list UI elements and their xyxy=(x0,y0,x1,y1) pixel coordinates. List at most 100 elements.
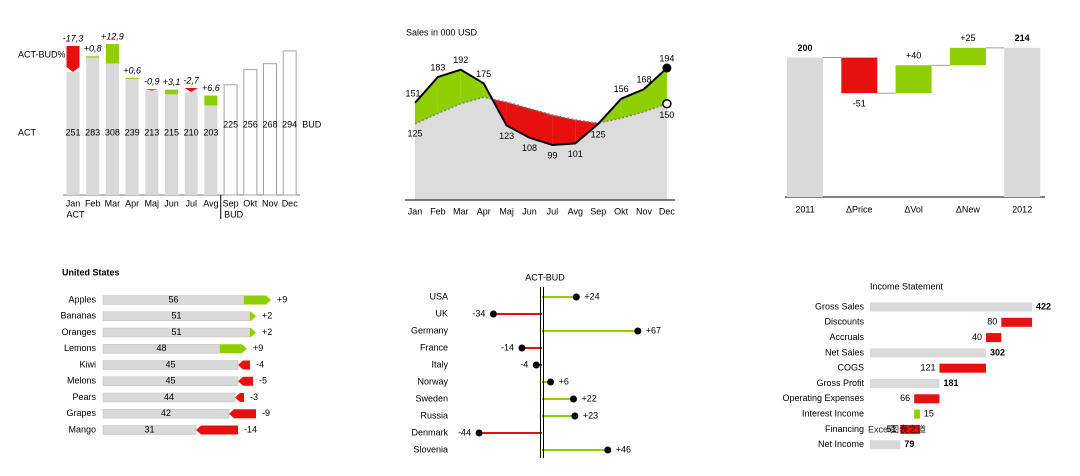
x-tick-label: Jun xyxy=(522,206,537,216)
x-tick-label: Feb xyxy=(430,206,446,216)
x-tick-label: Jul xyxy=(185,198,197,208)
actual-marker xyxy=(662,63,672,73)
variance-label: -2,7 xyxy=(183,75,200,85)
value-label: 45 xyxy=(165,359,175,369)
value-label: 308 xyxy=(105,127,120,137)
value-label: 40 xyxy=(972,332,982,342)
x-tick-label: Dec xyxy=(659,206,676,216)
variance-label: -4 xyxy=(256,359,264,369)
x-tick-label: Jan xyxy=(408,206,423,216)
y-tick-label: Financing xyxy=(825,424,864,434)
value-label: -14 xyxy=(501,342,514,352)
column xyxy=(184,92,198,195)
variance-pin xyxy=(86,56,100,58)
variance-label: +2 xyxy=(262,327,272,337)
value-label: 125 xyxy=(591,129,606,139)
dot xyxy=(532,361,540,369)
value-label: 56 xyxy=(168,294,178,304)
y-tick-label: Sweden xyxy=(415,393,448,403)
variance-label: -3 xyxy=(250,392,258,402)
y-tick-label: Gross Sales xyxy=(815,301,865,311)
value-label: 256 xyxy=(243,119,258,129)
y-tick-label: Interest Income xyxy=(802,408,864,418)
value-label: -4 xyxy=(520,359,528,369)
value-label: 203 xyxy=(203,127,218,137)
variance-pin xyxy=(66,46,80,73)
variance-area xyxy=(506,102,530,138)
dot xyxy=(571,412,579,420)
value-label: 101 xyxy=(568,149,583,159)
x-tick-label: Jul xyxy=(547,206,559,216)
chart-title: Sales in 000 USD xyxy=(406,27,478,37)
column xyxy=(243,69,258,196)
value-label: 15 xyxy=(924,408,934,418)
plan-label: 125 xyxy=(407,128,422,138)
y-tick-label: France xyxy=(420,342,448,352)
value-label: 51 xyxy=(171,311,181,321)
bar xyxy=(870,379,940,388)
bar xyxy=(1004,47,1041,198)
value-label: 51 xyxy=(171,327,181,337)
value-label: 183 xyxy=(430,62,445,72)
y-tick-label: Germany xyxy=(411,325,449,335)
chart-title: United States xyxy=(62,267,120,277)
dot xyxy=(569,395,577,403)
dot xyxy=(475,429,483,437)
value-label: -51 xyxy=(853,99,866,109)
value-label: 225 xyxy=(223,119,238,129)
variance-label: +9 xyxy=(277,294,287,304)
value-label: 239 xyxy=(125,127,140,137)
value-label: 121 xyxy=(920,363,935,373)
value-label: 45 xyxy=(165,376,175,386)
value-label: 48 xyxy=(156,343,166,353)
value-label: -44 xyxy=(458,427,471,437)
y-tick-label: USA xyxy=(429,291,448,301)
value-label: 192 xyxy=(453,55,468,65)
x-tick-label: Jan xyxy=(66,198,81,208)
variance-label: -5 xyxy=(259,376,267,386)
value-label: 151 xyxy=(405,88,420,98)
value-label: 210 xyxy=(184,127,199,137)
variance-label: -14 xyxy=(244,424,257,434)
series-label: BUD xyxy=(302,119,322,129)
column xyxy=(66,72,80,195)
variance-label: -9 xyxy=(262,408,270,418)
x-tick-label: Nov xyxy=(262,198,279,208)
variance-area xyxy=(460,69,484,104)
variance-area xyxy=(621,89,644,119)
value-label: 80 xyxy=(987,317,997,327)
value-label: 51 xyxy=(886,424,896,434)
value-label: 108 xyxy=(522,143,537,153)
bar xyxy=(895,65,932,94)
y-tick-label: Net Income xyxy=(818,439,864,449)
value-label: 42 xyxy=(161,408,171,418)
variance-label: +6,6 xyxy=(202,83,220,93)
variance-name: ACT-BUD% xyxy=(18,49,66,59)
y-tick-label: Bananas xyxy=(60,311,96,321)
value-label: +67 xyxy=(646,325,661,335)
column xyxy=(282,50,297,196)
variance-arrow xyxy=(235,393,244,402)
variance-pin xyxy=(184,88,198,93)
y-tick-label: Operating Expenses xyxy=(782,393,864,403)
bar xyxy=(914,409,920,419)
y-tick-label: Net Sales xyxy=(825,347,865,357)
value-label: 31 xyxy=(144,424,154,434)
value-label: 294 xyxy=(282,119,297,129)
series-label: BUD xyxy=(224,209,244,219)
bar xyxy=(900,424,920,434)
variance-label: +9 xyxy=(253,343,263,353)
y-tick-label: Pears xyxy=(72,392,96,402)
variance-arrow xyxy=(238,376,253,386)
dot xyxy=(572,293,580,301)
variance-arrow xyxy=(238,360,250,370)
y-tick-label: Italy xyxy=(431,359,448,369)
variance-area xyxy=(437,69,461,114)
column xyxy=(263,63,277,196)
value-label: +40 xyxy=(906,51,921,61)
variance-label: +3,1 xyxy=(163,77,181,87)
variance-arrow xyxy=(196,425,238,435)
bar xyxy=(949,47,986,66)
y-tick-label: Grapes xyxy=(66,408,96,418)
